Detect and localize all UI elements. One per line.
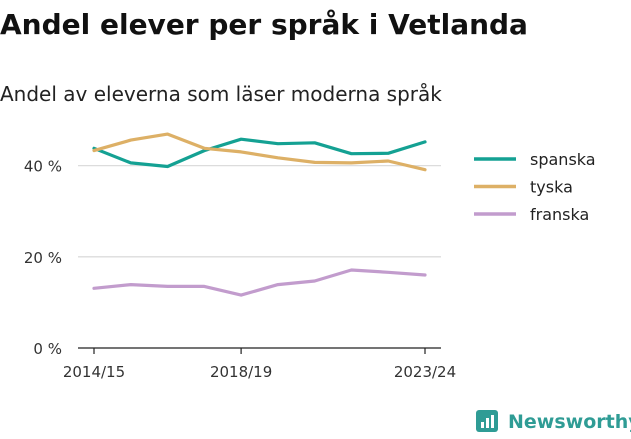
series-lines bbox=[92, 132, 427, 297]
y-tick-label: 0 % bbox=[33, 340, 62, 358]
legend: spanska tyska franska bbox=[474, 150, 596, 224]
brand-icon-bar bbox=[486, 418, 489, 428]
legend-label-tyska: tyska bbox=[530, 178, 573, 197]
series-line-tyska bbox=[92, 132, 427, 172]
brand-name: Newsworthy bbox=[508, 411, 631, 433]
x-tick-label: 2023/24 bbox=[394, 363, 456, 381]
chart-title: Andel elever per språk i Vetlanda bbox=[0, 8, 528, 41]
series-line-franska bbox=[92, 268, 427, 297]
grid-lines bbox=[78, 164, 441, 258]
axes: 0 % 20 % 40 % 2014/15 2018/19 2023/24 bbox=[24, 158, 456, 381]
y-tick-label: 40 % bbox=[24, 158, 62, 176]
series-line-spanska bbox=[92, 137, 427, 169]
legend-label-franska: franska bbox=[530, 205, 589, 224]
x-tick-label: 2014/15 bbox=[63, 363, 125, 381]
brand-icon-bar bbox=[481, 422, 484, 428]
x-tick-label: 2018/19 bbox=[210, 363, 272, 381]
chart-subtitle: Andel av eleverna som läser moderna språ… bbox=[0, 82, 442, 106]
legend-label-spanska: spanska bbox=[530, 150, 596, 169]
brand-icon-bar bbox=[491, 415, 494, 428]
brand-logo: Newsworthy bbox=[476, 410, 631, 433]
y-tick-label: 20 % bbox=[24, 249, 62, 267]
